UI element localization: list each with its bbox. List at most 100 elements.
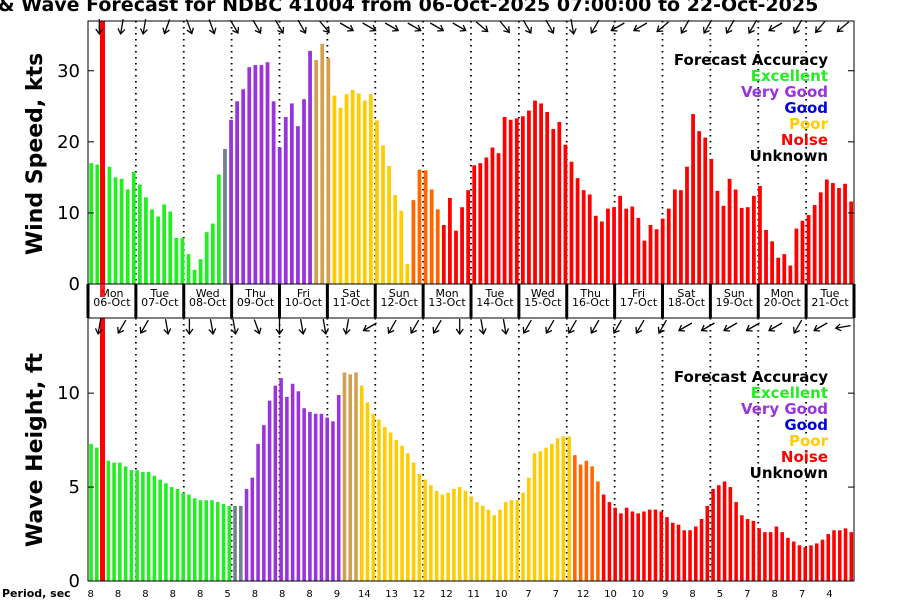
- wind-tick-label: 20: [57, 132, 80, 153]
- period-value: 10: [632, 589, 645, 600]
- wave-bar: [279, 378, 283, 581]
- wind-bar: [411, 200, 416, 284]
- wind-bar: [715, 190, 720, 284]
- wave-bar: [239, 505, 243, 581]
- wind-arrow: [590, 19, 600, 35]
- wave-bar: [573, 455, 577, 581]
- wind-arrow: [610, 22, 625, 32]
- wave-bar: [538, 451, 543, 581]
- wave-bar: [780, 532, 784, 581]
- wind-bar: [302, 99, 306, 284]
- wind-y-axis-label: Wind Speed, kts: [23, 53, 48, 255]
- wave-arrow: [298, 319, 307, 336]
- legend-entry: Noise: [781, 448, 828, 466]
- period-value: 12: [440, 589, 453, 600]
- wave-bar: [302, 408, 306, 581]
- period-value: 5: [224, 589, 230, 600]
- wave-bar: [354, 372, 358, 581]
- wave-bar: [331, 421, 335, 581]
- wave-bar: [371, 413, 376, 581]
- wave-bar: [262, 425, 266, 581]
- wind-arrow: [768, 22, 783, 32]
- wave-bar: [596, 481, 600, 581]
- day-name-label: Sat: [342, 287, 361, 300]
- wind-bar: [587, 194, 592, 284]
- period-value: 11: [467, 589, 480, 600]
- wave-arrow: [321, 319, 329, 336]
- wave-arrow: [813, 322, 828, 332]
- wind-bar: [247, 67, 252, 284]
- wind-bar: [137, 184, 142, 284]
- wind-bar: [745, 207, 750, 284]
- wind-bar: [204, 232, 209, 284]
- wind-tick-label: 0: [69, 274, 80, 295]
- wave-bar: [440, 494, 445, 581]
- wind-bar: [186, 254, 191, 284]
- wind-bar: [210, 223, 215, 284]
- wave-bar: [446, 492, 450, 581]
- wave-tick-label: 5: [69, 477, 80, 498]
- legend-entry: Good: [784, 416, 828, 434]
- wave-bar: [809, 545, 813, 581]
- wind-bar: [703, 137, 708, 284]
- wind-bar: [326, 57, 331, 285]
- wind-bar: [314, 60, 319, 285]
- wave-bar: [89, 443, 93, 581]
- wave-bar: [452, 488, 456, 581]
- wave-bar: [285, 396, 289, 581]
- date-label: 11-Oct: [333, 296, 371, 309]
- wave-bar: [590, 466, 594, 581]
- legend-entry: Noise: [781, 131, 828, 149]
- wave-bar: [653, 509, 658, 581]
- date-label: 21-Oct: [811, 296, 849, 309]
- wave-arrow: [657, 319, 668, 335]
- wind-bar: [697, 131, 702, 284]
- period-value: 9: [662, 589, 668, 600]
- wave-bar: [164, 483, 168, 581]
- wind-arrow: [632, 22, 648, 32]
- wave-bar: [567, 436, 571, 581]
- wind-arrow: [429, 22, 445, 32]
- wave-bar: [365, 402, 370, 581]
- period-value: 8: [771, 589, 777, 600]
- wave-bar: [198, 500, 203, 581]
- wave-bar: [849, 532, 854, 581]
- wave-bar: [406, 453, 410, 581]
- wave-arrow: [567, 319, 577, 335]
- wave-arrow: [94, 319, 103, 336]
- wind-bar: [381, 145, 385, 284]
- wave-arrow: [139, 319, 149, 335]
- wind-bar: [320, 43, 325, 284]
- wind-arrow: [793, 19, 803, 35]
- wave-bar: [187, 494, 191, 581]
- wave-arrow: [230, 319, 239, 336]
- wind-bar: [259, 65, 264, 284]
- wave-arrow: [635, 319, 645, 335]
- wind-bar: [217, 174, 221, 284]
- legend-entry: Very Good: [741, 400, 828, 418]
- day-name-label: Wed: [196, 287, 220, 300]
- wind-bar: [387, 166, 391, 284]
- wave-bar: [244, 488, 249, 581]
- wave-bar: [210, 500, 214, 581]
- wave-bar: [123, 466, 128, 581]
- wave-arrow: [253, 319, 262, 335]
- wave-bar: [797, 545, 802, 581]
- now-marker-strip: [100, 284, 105, 297]
- wave-arrow: [501, 319, 510, 336]
- wind-bar: [733, 189, 738, 284]
- wind-bar: [618, 195, 623, 284]
- wind-bar: [849, 201, 854, 284]
- wave-bar: [434, 490, 439, 581]
- wind-bar: [612, 207, 616, 284]
- wave-bar: [624, 507, 629, 581]
- wave-bar: [843, 528, 848, 581]
- wind-bar: [606, 208, 610, 284]
- wave-bar: [192, 498, 197, 581]
- wind-bar: [581, 190, 586, 284]
- wind-bar: [484, 157, 489, 284]
- wind-now-marker: [100, 21, 105, 284]
- wind-bar: [837, 188, 841, 284]
- wind-bar: [180, 237, 185, 284]
- wind-bar: [660, 218, 665, 284]
